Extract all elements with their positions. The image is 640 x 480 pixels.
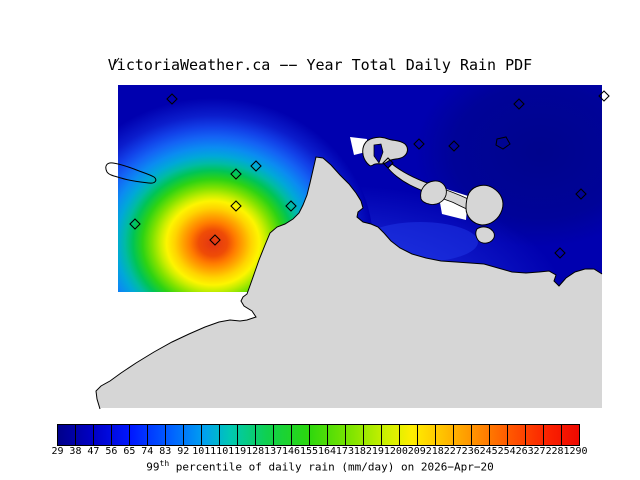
- station-marker-icon: [250, 160, 262, 172]
- colorbar-tick: [416, 425, 418, 445]
- colorbar-tick: [255, 425, 257, 445]
- island-west: [420, 180, 447, 205]
- colorbar-tick-label: 83: [159, 446, 172, 457]
- station-marker-icon: [285, 200, 297, 212]
- colorbar-tick-label: 155: [299, 446, 319, 457]
- colorbar-tick: [560, 425, 562, 445]
- page-title: VictoriaWeather.ca −− Year Total Daily R…: [107, 56, 533, 74]
- colorbar-tick-label: 128: [246, 446, 265, 457]
- station-marker-icon: [448, 140, 460, 152]
- colorbar-tick: [326, 425, 328, 445]
- colorbar-tick: [452, 425, 454, 445]
- colorbar-tick: [93, 425, 95, 445]
- station-marker-icon: [129, 218, 141, 230]
- colorbar-tick: [75, 425, 77, 445]
- colorbar-tick: [201, 425, 203, 445]
- station-marker-icon: [166, 93, 178, 105]
- colorbar-tick: [111, 425, 113, 445]
- colorbar-tick: [524, 425, 526, 445]
- colorbar-tick-label: 47: [87, 446, 100, 457]
- colorbar-tick-label: 290: [569, 446, 588, 457]
- station-marker-icon: [413, 138, 425, 150]
- mainland-coastline: [95, 156, 603, 410]
- colorbar-tick-label: 182: [353, 446, 372, 457]
- colorbar-tick: [129, 425, 131, 445]
- outline-features: [105, 57, 511, 184]
- colorbar-tick-label: 272: [533, 446, 552, 457]
- colorbar-tick-label: 101: [192, 446, 211, 457]
- colorbar-tick: [309, 425, 311, 445]
- colorbar-tick-label: 245: [479, 446, 498, 457]
- station-marker-icon: [209, 234, 221, 246]
- colorbar-tick: [165, 425, 167, 445]
- colorbar-tick-label: 218: [425, 446, 444, 457]
- colorbar-tick: [291, 425, 293, 445]
- colorbar-tick-label: 200: [389, 446, 408, 457]
- peninsula-inlet: [373, 143, 384, 164]
- colorbar-tick: [542, 425, 544, 445]
- colorbar-tick-label: 263: [515, 446, 534, 457]
- colorbar-tick: [470, 425, 472, 445]
- colorbar-tick: [237, 425, 239, 445]
- colorbar-tick-label: 29: [51, 446, 64, 457]
- colorbar-tick-label: 191: [371, 446, 390, 457]
- colorbar-tick: [273, 425, 275, 445]
- colorbar-tick-label: 65: [123, 446, 136, 457]
- colorbar-caption: 99th percentile of daily rain (mm/day) o…: [0, 457, 640, 474]
- colorbar-tick: [362, 425, 364, 445]
- edge-mark: [113, 57, 120, 66]
- station-marker-icon: [554, 247, 566, 259]
- colorbar-tick-label: 119: [228, 446, 247, 457]
- colorbar: [57, 424, 580, 446]
- colorbar-tick: [219, 425, 221, 445]
- colorbar-tick-label: 254: [497, 446, 516, 457]
- colorbar-tick-label: 146: [282, 446, 301, 457]
- colorbar-tick: [488, 425, 490, 445]
- island-large: [465, 184, 504, 226]
- small-islet-outline: [495, 136, 511, 150]
- caption-end: percentile of daily rain (mm/day) on 202…: [169, 460, 494, 474]
- colorbar-tick-label: 74: [141, 446, 154, 457]
- colorbar-tick-label: 209: [407, 446, 426, 457]
- land-layer: [95, 136, 603, 410]
- station-marker-icon: [575, 188, 587, 200]
- caption-start: 99: [146, 460, 160, 474]
- colorbar-tick: [506, 425, 508, 445]
- colorbar-tick-label: 56: [105, 446, 118, 457]
- colorbar-tick-label: 164: [317, 446, 336, 457]
- colorbar-tick-label: 110: [210, 446, 229, 457]
- colorbar-tick: [183, 425, 185, 445]
- colorbar-tick-label: 227: [443, 446, 462, 457]
- colorbar-tick: [344, 425, 346, 445]
- station-marker-icon: [513, 98, 525, 110]
- colorbar-tick-label: 92: [177, 446, 190, 457]
- island-small: [475, 226, 495, 244]
- colorbar-tick-label: 173: [335, 446, 354, 457]
- colorbar-tick: [147, 425, 149, 445]
- station-marker-icon: [230, 200, 242, 212]
- colorbar-tick: [398, 425, 400, 445]
- peninsula-island: [362, 136, 408, 167]
- colorbar-tick-label: 38: [69, 446, 82, 457]
- station-marker-icon: [230, 168, 242, 180]
- station-marker-icon: [382, 157, 394, 169]
- colorbar-tick-label: 281: [551, 446, 570, 457]
- colorbar-tick: [434, 425, 436, 445]
- west-islet-outline: [105, 162, 157, 184]
- colorbar-tick: [380, 425, 382, 445]
- mainland-fill: [96, 157, 602, 409]
- caption-superscript: th: [159, 459, 170, 468]
- colorbar-tick-label: 137: [264, 446, 283, 457]
- colorbar-tick-label: 236: [461, 446, 480, 457]
- station-marker-icon: [598, 90, 610, 102]
- stations-layer: [129, 90, 610, 259]
